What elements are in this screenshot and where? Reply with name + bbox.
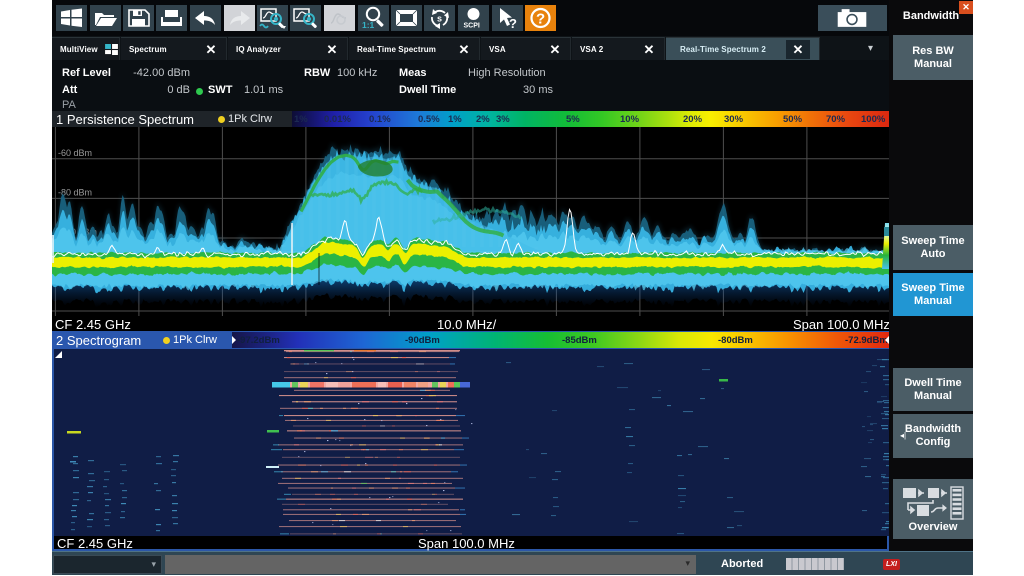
svg-text:s: s [437, 14, 442, 24]
svg-text:-80 dBm: -80 dBm [58, 188, 92, 198]
svg-text:-60 dBm: -60 dBm [58, 148, 92, 158]
svg-text:?: ? [536, 11, 545, 28]
svg-text:?: ? [509, 16, 517, 31]
svg-text:1:1: 1:1 [362, 20, 375, 30]
svg-text:SCPI: SCPI [464, 23, 480, 30]
